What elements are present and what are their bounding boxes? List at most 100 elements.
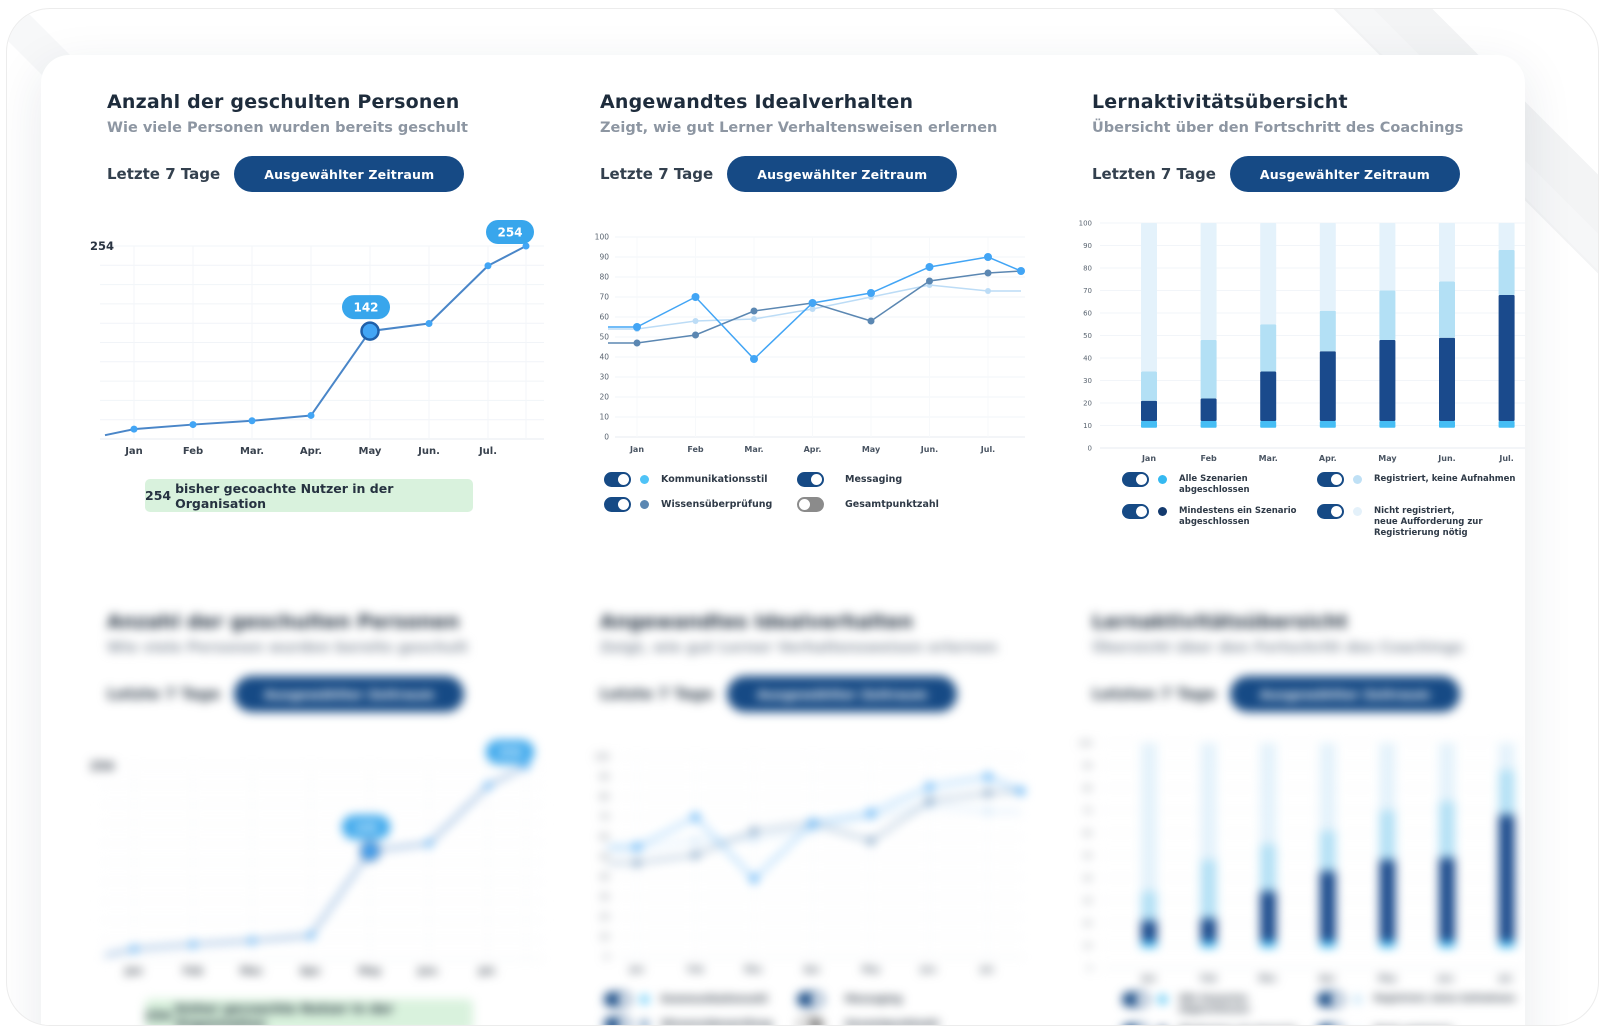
svg-text:70: 70 bbox=[1083, 287, 1092, 295]
svg-text:Apr.: Apr. bbox=[300, 446, 322, 457]
legend-item: Gesamtpunktzahl bbox=[797, 496, 1092, 512]
legend-item: Messaging bbox=[797, 991, 1092, 1007]
svg-text:Jan: Jan bbox=[124, 446, 143, 457]
period-label: Letzte 7 Tage bbox=[107, 165, 220, 183]
svg-text:10: 10 bbox=[1083, 942, 1092, 950]
svg-text:Jan: Jan bbox=[629, 965, 644, 974]
legend-toggle[interactable] bbox=[797, 472, 824, 487]
svg-text:254: 254 bbox=[90, 239, 114, 253]
svg-text:Jan: Jan bbox=[1141, 454, 1156, 463]
svg-text:60: 60 bbox=[599, 313, 609, 322]
behavior-legend: Kommunikationsstil Messaging Wissensüberpr… bbox=[604, 471, 1092, 512]
panel-subtitle: Wie viele Personen wurden bereits geschu… bbox=[107, 640, 600, 656]
svg-text:30: 30 bbox=[1083, 377, 1092, 385]
series-color-dot bbox=[640, 500, 649, 509]
period-controls: Letzten 7 Tage Ausgewählter Zeitraum bbox=[1092, 676, 1525, 712]
legend-label: Gesamtpunktzahl bbox=[845, 499, 939, 511]
svg-text:Jul.: Jul. bbox=[980, 965, 995, 974]
legend-toggle bbox=[797, 1017, 824, 1026]
panel-subtitle: Übersicht über den Fortschritt des Coach… bbox=[1092, 640, 1525, 656]
svg-text:Mar.: Mar. bbox=[1259, 454, 1278, 463]
svg-text:Jul.: Jul. bbox=[478, 966, 497, 977]
legend-item: Registriert, keine Aufnahmen bbox=[1317, 471, 1525, 496]
svg-text:30: 30 bbox=[599, 373, 609, 382]
selected-period-button[interactable]: Ausgewählter Zeitraum bbox=[727, 156, 957, 192]
legend-toggle[interactable] bbox=[604, 497, 631, 512]
legend-item: Alle Szenarien abgeschlossen bbox=[1122, 991, 1317, 1016]
legend-item: Registriert, keine Aufnahmen bbox=[1317, 991, 1525, 1016]
legend-toggle bbox=[797, 992, 824, 1007]
legend-item: Messaging bbox=[797, 471, 1092, 487]
legend-label: Messaging bbox=[845, 474, 902, 486]
svg-text:60: 60 bbox=[1083, 830, 1092, 838]
svg-text:May: May bbox=[359, 446, 382, 457]
legend-item: Gesamtpunktzahl bbox=[797, 1016, 1092, 1026]
svg-text:0: 0 bbox=[604, 953, 609, 962]
coached-users-text: bisher gecoachte Nutzer in der Organisat… bbox=[175, 481, 473, 511]
toggle-knob bbox=[811, 994, 822, 1005]
svg-text:90: 90 bbox=[1083, 762, 1092, 770]
svg-text:Apr.: Apr. bbox=[804, 965, 822, 974]
series-color-dot bbox=[1158, 507, 1167, 516]
svg-text:Feb: Feb bbox=[183, 446, 203, 457]
toggle-knob bbox=[1136, 506, 1147, 517]
toggle-knob bbox=[799, 1019, 810, 1026]
legend-toggle[interactable] bbox=[1317, 472, 1344, 487]
coached-users-count: 254 bbox=[145, 1008, 171, 1023]
svg-text:142: 142 bbox=[353, 821, 378, 835]
legend-toggle[interactable] bbox=[1122, 504, 1149, 519]
svg-text:30: 30 bbox=[1083, 897, 1092, 905]
svg-text:Mar.: Mar. bbox=[744, 965, 763, 974]
svg-text:254: 254 bbox=[90, 759, 114, 773]
svg-text:142: 142 bbox=[353, 301, 378, 315]
legend-label: Registriert, keine Aufnahmen bbox=[1374, 474, 1515, 485]
period-controls: Letzte 7 Tage Ausgewählter Zeitraum bbox=[107, 156, 600, 192]
svg-text:40: 40 bbox=[1083, 875, 1092, 883]
legend-toggle[interactable] bbox=[604, 472, 631, 487]
svg-text:100: 100 bbox=[1079, 220, 1092, 228]
legend-label: Alle Szenarien abgeschlossen bbox=[1179, 474, 1317, 496]
legend-item: Kommunikationsstil bbox=[604, 471, 797, 487]
toggle-knob bbox=[1136, 994, 1147, 1005]
series-color-dot bbox=[1158, 475, 1167, 484]
svg-text:Jun.: Jun. bbox=[920, 445, 938, 454]
svg-text:Jul.: Jul. bbox=[1498, 454, 1513, 463]
svg-text:50: 50 bbox=[599, 853, 609, 862]
svg-text:60: 60 bbox=[1083, 310, 1092, 318]
svg-text:Jan: Jan bbox=[1141, 974, 1156, 983]
period-controls: Letzte 7 Tage Ausgewählter Zeitraum bbox=[107, 676, 600, 712]
svg-text:40: 40 bbox=[599, 873, 609, 882]
legend-toggle[interactable] bbox=[797, 497, 824, 512]
period-controls: Letzten 7 Tage Ausgewählter Zeitraum bbox=[1092, 156, 1525, 192]
panel-learning-activity: Lernaktivitätsübersicht Übersicht über d… bbox=[1092, 611, 1525, 1026]
toggle-knob bbox=[1331, 994, 1342, 1005]
series-color-dot bbox=[640, 1020, 649, 1026]
selected-period-button[interactable]: Ausgewählter Zeitraum bbox=[234, 156, 464, 192]
legend-toggle[interactable] bbox=[1317, 504, 1344, 519]
legend-label: Wissensüberprüfung bbox=[661, 499, 772, 511]
panel-trained-people: Anzahl der geschulten Personen Wie viele… bbox=[107, 611, 600, 1026]
svg-text:Feb: Feb bbox=[687, 445, 704, 454]
legend-item: Mindestens ein Szenario abgeschlossen bbox=[1122, 503, 1317, 539]
toggle-knob bbox=[618, 499, 629, 510]
svg-text:Apr.: Apr. bbox=[300, 966, 322, 977]
legend-label: Gesamtpunktzahl bbox=[845, 1019, 939, 1026]
legend-toggle[interactable] bbox=[1122, 472, 1149, 487]
svg-text:Jun.: Jun. bbox=[1437, 974, 1455, 983]
selected-period-button[interactable]: Ausgewählter Zeitraum bbox=[1230, 156, 1460, 192]
svg-text:Mar.: Mar. bbox=[1259, 974, 1278, 983]
svg-text:Apr.: Apr. bbox=[804, 445, 822, 454]
panel-title: Lernaktivitätsübersicht bbox=[1092, 91, 1525, 113]
svg-text:Feb: Feb bbox=[183, 966, 203, 977]
svg-text:90: 90 bbox=[599, 773, 609, 782]
svg-text:May: May bbox=[862, 445, 881, 454]
svg-text:Apr.: Apr. bbox=[1319, 974, 1337, 983]
svg-text:70: 70 bbox=[599, 813, 609, 822]
panel-title: Angewandtes Idealverhalten bbox=[600, 91, 1092, 113]
